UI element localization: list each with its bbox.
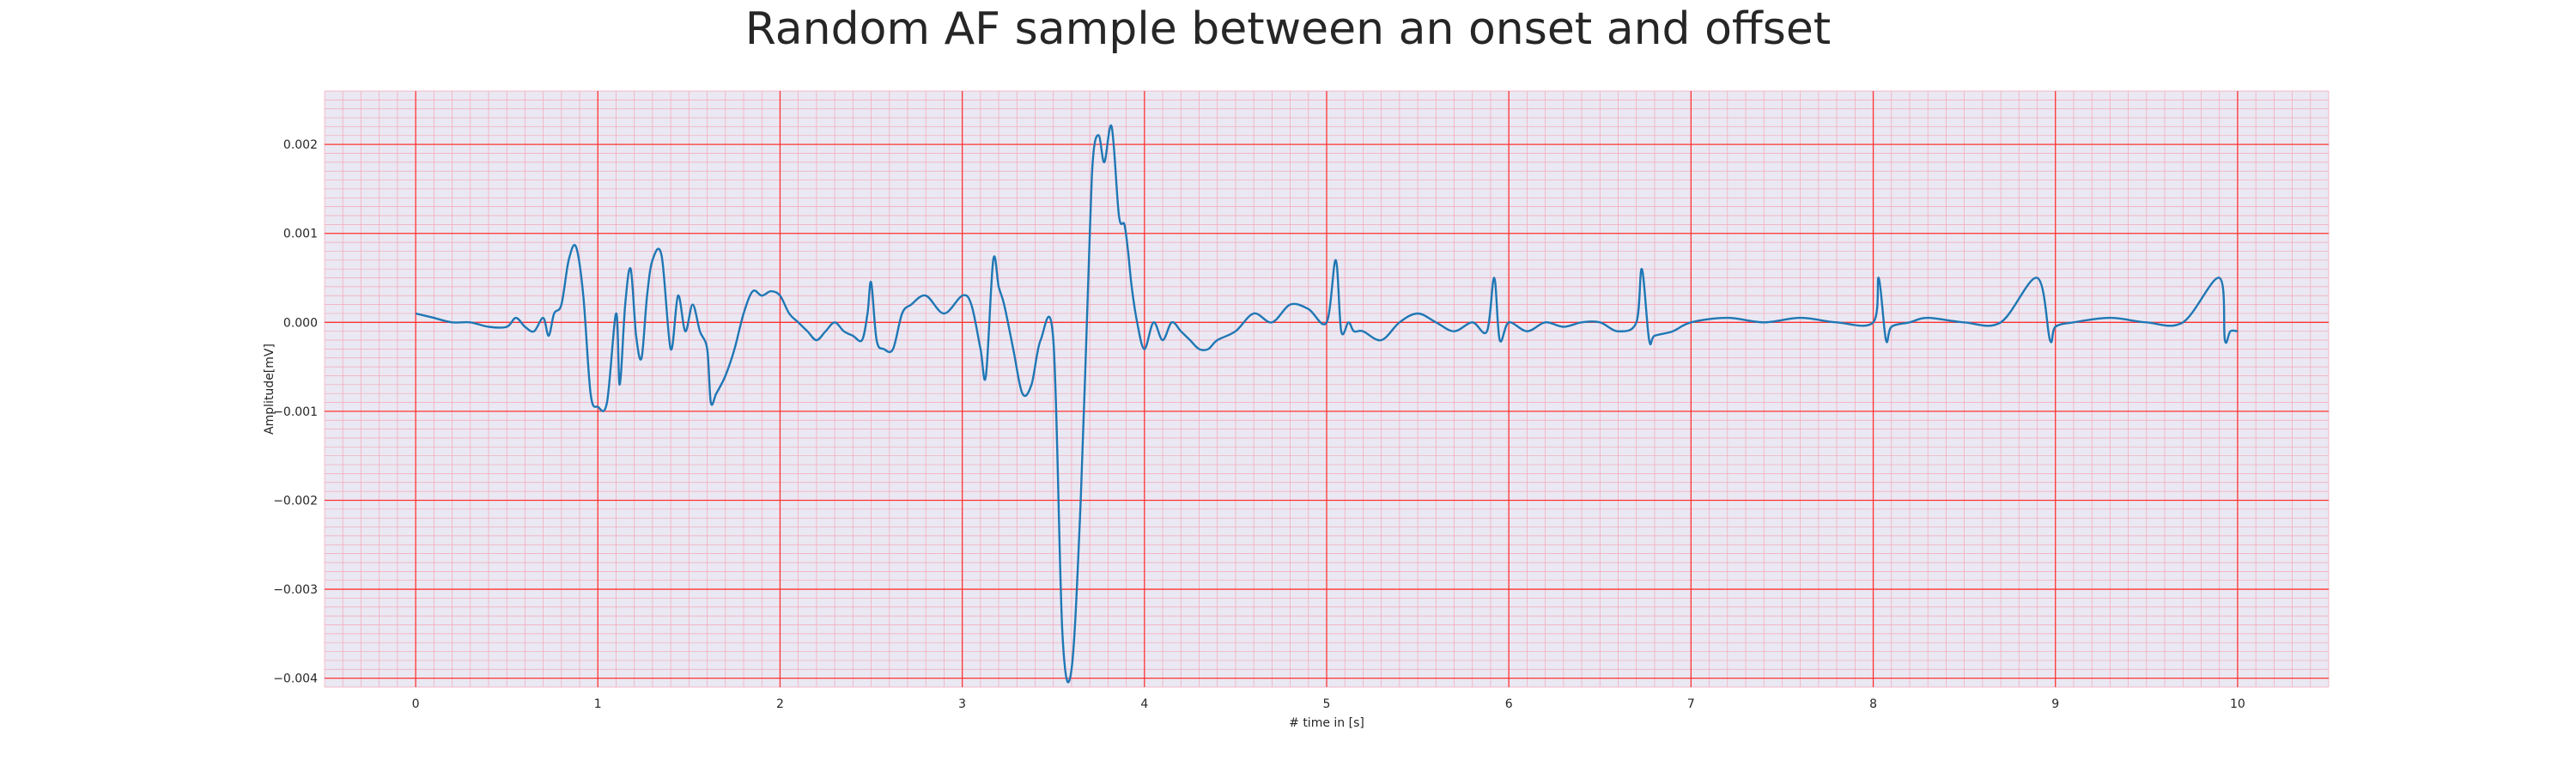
x-tick-label: 3 (958, 697, 966, 711)
y-tick-label: 0.002 (283, 138, 318, 152)
x-axis-label: # time in [s] (1289, 716, 1364, 730)
x-tick-labels: 0 1 2 3 4 5 6 7 8 9 10 (412, 697, 2245, 711)
y-tick-label: −0.001 (273, 405, 318, 419)
x-tick-label: 0 (412, 697, 420, 711)
x-tick-label: 9 (2051, 697, 2059, 711)
x-tick-label: 8 (1869, 697, 1877, 711)
x-tick-label: 10 (2230, 697, 2245, 711)
y-tick-labels: 0.002 0.001 0.000 −0.001 −0.002 −0.003 −0.004 (273, 138, 318, 685)
x-tick-label: 1 (594, 697, 602, 711)
x-tick-label: 4 (1140, 697, 1148, 711)
x-tick-label: 5 (1323, 697, 1331, 711)
y-tick-label: −0.003 (273, 583, 318, 597)
x-tick-label: 6 (1505, 697, 1513, 711)
x-tick-label: 7 (1687, 697, 1695, 711)
y-axis-label: Amplitude[mV] (263, 344, 276, 435)
y-tick-label: 0.000 (283, 316, 318, 330)
x-tick-label: 2 (776, 697, 784, 711)
y-tick-label: 0.001 (283, 228, 318, 241)
y-tick-label: −0.004 (273, 673, 318, 686)
y-tick-label: −0.002 (273, 494, 318, 508)
